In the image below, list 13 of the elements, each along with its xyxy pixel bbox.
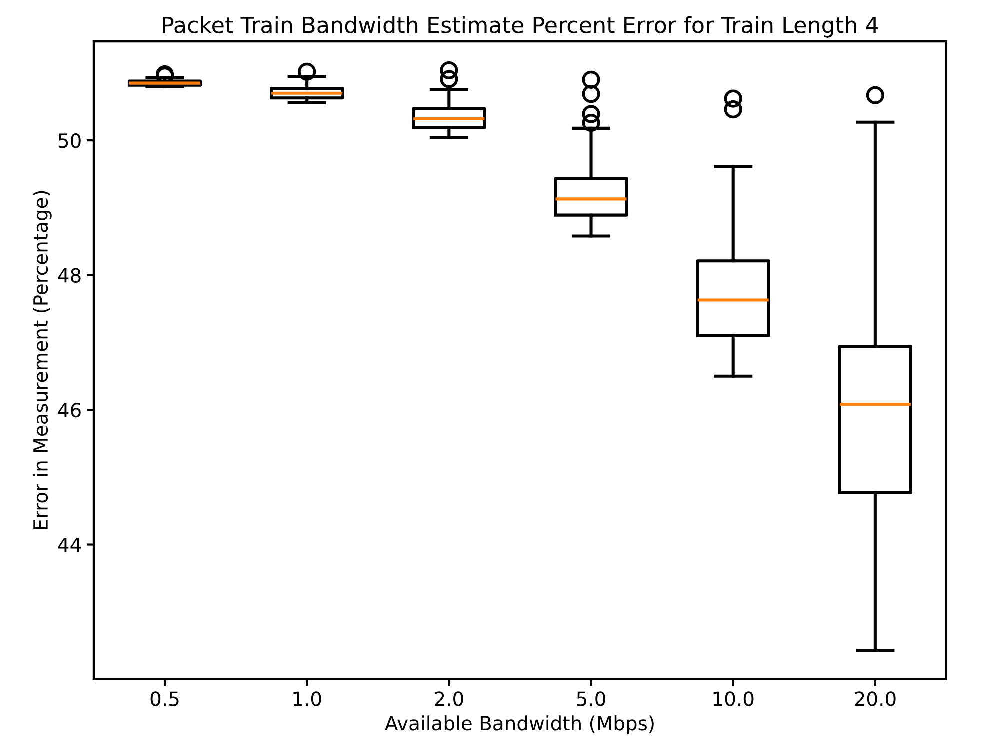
x-tick-label: 1.0	[294, 692, 322, 706]
x-tick-label: 5.0	[577, 692, 606, 706]
x-tick-label: 20.0	[855, 692, 896, 706]
x-tick-label: 10.0	[714, 692, 754, 706]
x-tick-label: 0.5	[150, 692, 179, 706]
y-tick-label: 50	[58, 134, 81, 148]
y-tick-label: 46	[58, 402, 81, 418]
x-tick-label: 2.0	[435, 692, 464, 706]
y-tick-label: 48	[58, 268, 81, 283]
chart-title: Packet Train Bandwidth Estimate Percent Error for Train Length 4	[163, 16, 878, 38]
x-axis-title: Available Bandwidth (Mbps)	[385, 716, 654, 734]
y-axis-title: Error in Measurement (Percentage)	[33, 191, 52, 530]
y-tick-label: 44	[58, 538, 82, 552]
